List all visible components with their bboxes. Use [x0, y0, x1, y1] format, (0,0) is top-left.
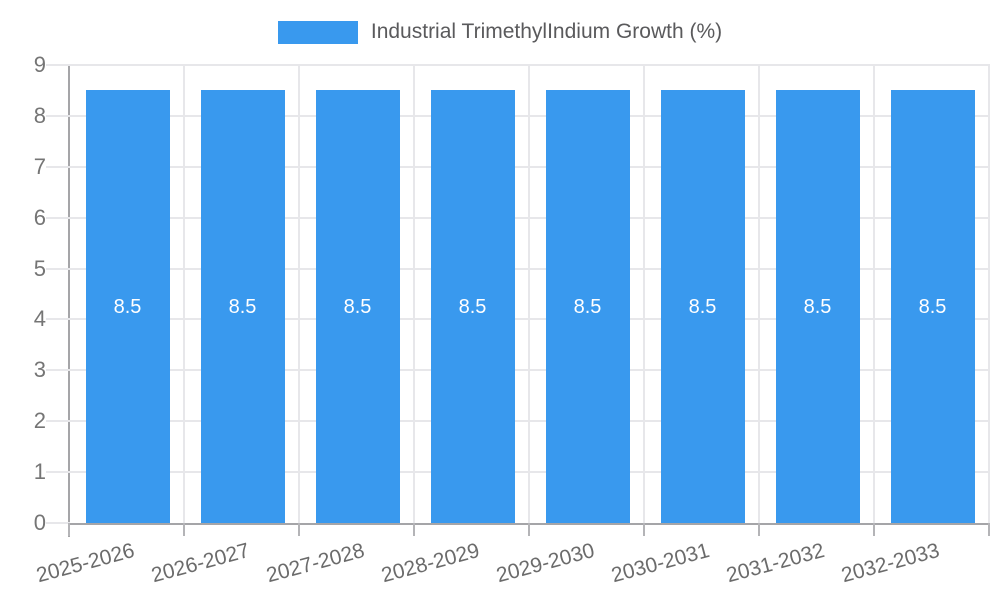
bar-value-label: 8.5 [688, 295, 717, 318]
y-tick-label: 7 [33, 154, 46, 179]
bar-value-label: 8.5 [458, 295, 487, 318]
y-tick-label: 8 [33, 103, 46, 128]
legend-swatch [277, 20, 358, 44]
x-axis-tick [68, 523, 70, 536]
h-gridline [46, 64, 990, 66]
y-axis-tick [46, 522, 70, 524]
h-gridline [46, 318, 990, 320]
x-axis-tick [988, 523, 990, 536]
bar [890, 90, 975, 523]
plot-area: 0 1 2 3 4 5 6 7 8 9 8.5 2025-2026 8.5 2026-2027 8.5 202… [33, 52, 990, 587]
bar [200, 90, 285, 523]
v-gridline [413, 65, 415, 523]
x-axis-tick [873, 523, 875, 536]
y-tick-label: 0 [33, 510, 46, 535]
h-gridline [46, 115, 990, 117]
bar [775, 90, 860, 523]
h-gridline [46, 420, 990, 422]
y-tick-label: 3 [33, 357, 46, 382]
y-tick-label: 1 [33, 459, 46, 484]
bar-value-label: 8.5 [803, 295, 832, 318]
bar-value-label: 8.5 [113, 295, 142, 318]
bar-value-label: 8.5 [918, 295, 947, 318]
bar [660, 90, 745, 523]
bar-value-label: 8.5 [228, 295, 257, 318]
v-gridline [758, 65, 760, 523]
x-axis-tick [643, 523, 645, 536]
h-gridline [46, 471, 990, 473]
v-gridline [873, 65, 875, 523]
bar [430, 90, 515, 523]
v-gridline [643, 65, 645, 523]
y-tick-label: 4 [33, 306, 46, 331]
x-axis-tick [183, 523, 185, 536]
bar [315, 90, 400, 523]
x-axis-tick [758, 523, 760, 536]
chart-legend: Industrial TrimethylIndium Growth (%) [0, 16, 1000, 48]
y-tick-label: 2 [33, 408, 46, 433]
y-tick-label: 9 [33, 52, 46, 77]
v-gridline [988, 65, 990, 523]
y-tick-label: 5 [33, 256, 46, 281]
h-gridline [46, 217, 990, 219]
bar-value-label: 8.5 [343, 295, 372, 318]
legend-label: Industrial TrimethylIndium Growth (%) [370, 20, 723, 43]
x-axis-tick [298, 523, 300, 536]
h-gridline [46, 166, 990, 168]
h-gridline [46, 268, 990, 270]
bar [545, 90, 630, 523]
x-axis-tick [413, 523, 415, 536]
h-gridline [46, 369, 990, 371]
bar [85, 90, 170, 523]
y-tick-label: 6 [33, 205, 46, 230]
x-axis-tick [528, 523, 530, 536]
v-gridline [183, 65, 185, 523]
bar-value-label: 8.5 [573, 295, 602, 318]
y-axis-line [68, 65, 70, 537]
v-gridline [528, 65, 530, 523]
v-gridline [298, 65, 300, 523]
